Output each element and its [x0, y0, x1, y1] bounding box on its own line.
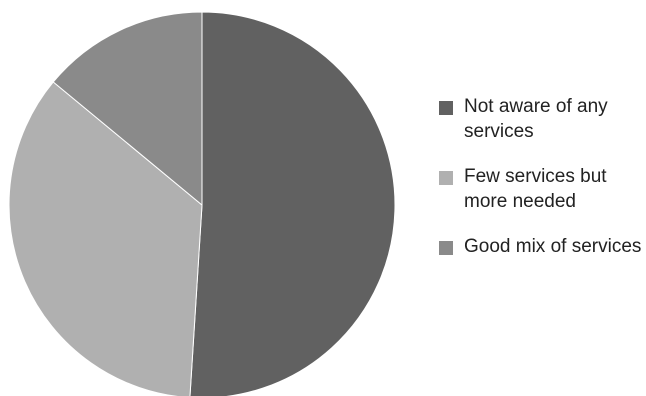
- legend-item-few-services: Few services but more needed: [438, 164, 644, 214]
- legend-label-few-services: Few services but more needed: [464, 166, 607, 212]
- pie-slice-not-aware: [189, 11, 396, 396]
- legend-swatch-not-aware: [439, 101, 453, 115]
- pie-slice-few-services: [8, 81, 203, 396]
- legend: Not aware of any services Few services b…: [438, 94, 644, 279]
- legend-swatch-good-mix: [439, 241, 453, 255]
- pie-slice-good-mix: [52, 11, 203, 207]
- legend-swatch-few-services: [439, 171, 453, 185]
- legend-label-good-mix: Good mix of services: [464, 236, 642, 257]
- legend-label-not-aware: Not aware of any services: [464, 96, 608, 142]
- legend-item-good-mix: Good mix of services: [438, 234, 644, 259]
- legend-item-not-aware: Not aware of any services: [438, 94, 644, 144]
